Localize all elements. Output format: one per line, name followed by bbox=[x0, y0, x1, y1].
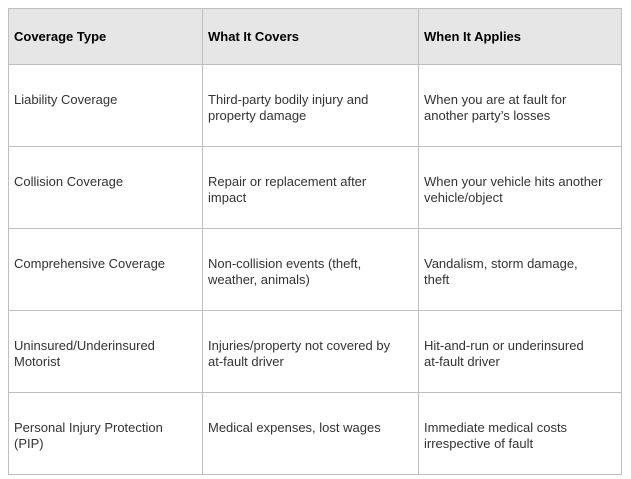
table-header-row: Coverage Type What It Covers When It App… bbox=[8, 8, 622, 65]
table-row: Collision Coverage Repair or replacement… bbox=[8, 146, 622, 229]
column-header-what-it-covers: What It Covers bbox=[202, 8, 419, 65]
column-header-when-it-applies: When It Applies bbox=[418, 8, 622, 65]
cell-what-it-covers: Medical expenses, lost wages bbox=[202, 392, 419, 475]
cell-what-it-covers: Non-collision events (theft, weather, an… bbox=[202, 228, 419, 311]
cell-coverage-type: Personal Injury Protection (PIP) bbox=[8, 392, 203, 475]
cell-what-it-covers: Third-party bodily injury and property d… bbox=[202, 64, 419, 147]
cell-coverage-type: Liability Coverage bbox=[8, 64, 203, 147]
table-row: Personal Injury Protection (PIP) Medical… bbox=[8, 392, 622, 475]
cell-when-it-applies: When your vehicle hits another vehicle/o… bbox=[418, 146, 622, 229]
table-row: Liability Coverage Third-party bodily in… bbox=[8, 64, 622, 147]
cell-what-it-covers: Injuries/property not covered by at-faul… bbox=[202, 310, 419, 393]
cell-when-it-applies: Immediate medical costs irrespective of … bbox=[418, 392, 622, 475]
table-row: Uninsured/Underinsured Motorist Injuries… bbox=[8, 310, 622, 393]
cell-when-it-applies: Hit-and-run or underinsured at-fault dri… bbox=[418, 310, 622, 393]
cell-when-it-applies: Vandalism, storm damage, theft bbox=[418, 228, 622, 311]
cell-coverage-type: Collision Coverage bbox=[8, 146, 203, 229]
column-header-coverage-type: Coverage Type bbox=[8, 8, 203, 65]
insurance-coverage-table: Coverage Type What It Covers When It App… bbox=[8, 8, 622, 475]
cell-coverage-type: Comprehensive Coverage bbox=[8, 228, 203, 311]
cell-when-it-applies: When you are at fault for another party’… bbox=[418, 64, 622, 147]
cell-what-it-covers: Repair or replacement after impact bbox=[202, 146, 419, 229]
cell-coverage-type: Uninsured/Underinsured Motorist bbox=[8, 310, 203, 393]
table-row: Comprehensive Coverage Non-collision eve… bbox=[8, 228, 622, 311]
